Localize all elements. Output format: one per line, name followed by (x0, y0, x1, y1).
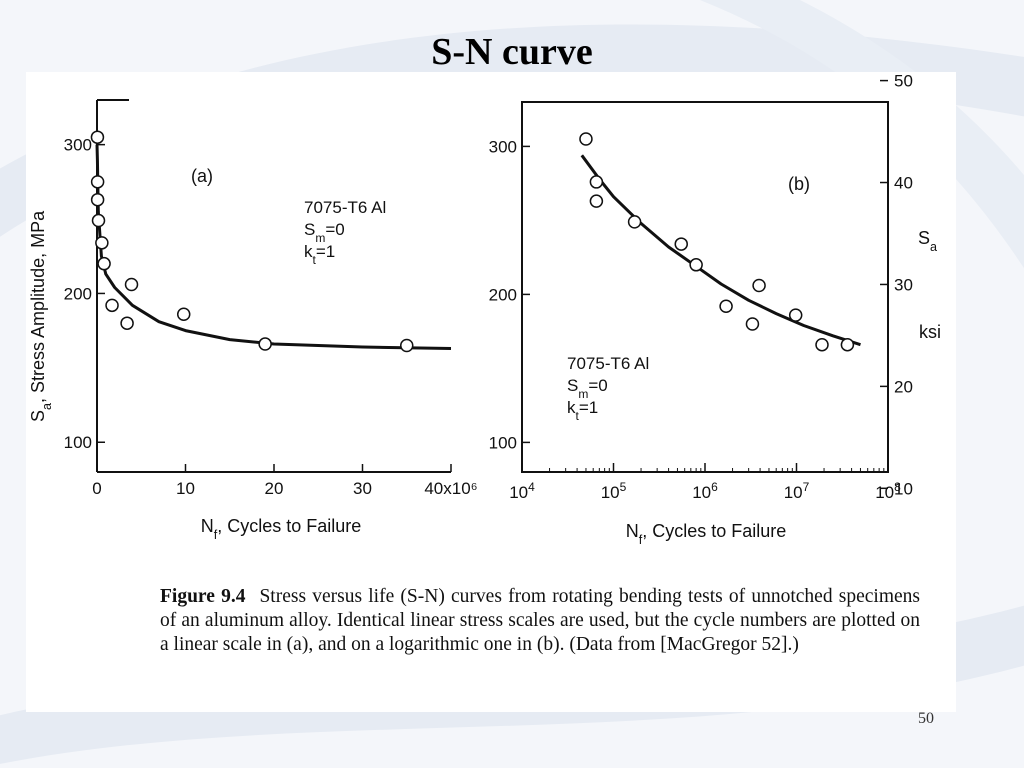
data-point-a-4 (95, 236, 109, 250)
x-tick-label-b-2: 106 (692, 480, 718, 502)
figure-panel: 100 200 300 0 10 20 30 40x10⁶ (a) 7075-T6 Al Sm=0 k… (26, 72, 956, 712)
x-tick-label-a-2: 20 (265, 479, 284, 498)
y2-axis-label-b: Sa (918, 228, 937, 254)
data-point-a-9 (176, 307, 191, 322)
caption-text: Stress versus life (S-N) curves from rot… (160, 586, 920, 655)
annotation-line-2: kt=1 (567, 398, 598, 423)
x-tick-label-b-3: 107 (784, 480, 810, 502)
y2-tick-label-b-1: 20 (894, 377, 913, 396)
x-tick-label-a-1: 10 (176, 479, 195, 498)
y2-tick-label-b-0: 10 (894, 479, 913, 498)
data-point-b-1 (589, 175, 604, 189)
data-point-b-10 (815, 337, 829, 352)
data-point-b-9 (788, 308, 803, 322)
data-point-a-6 (105, 298, 119, 313)
y-axis-label-a: Sa, Stress Amplitude, MPa (28, 210, 54, 422)
annotation-line-1: Sm=0 (304, 220, 345, 245)
panel-label-b: (b) (788, 174, 810, 194)
annotation-line-1: Sm=0 (567, 376, 608, 401)
data-point-b-5 (689, 258, 703, 272)
chart-a: 100 200 300 0 10 20 30 40x10⁶ (a) 7075-T6 Al Sm=0k… (28, 99, 478, 542)
data-point-a-7 (120, 316, 134, 330)
data-point-a-5 (97, 256, 111, 271)
y-tick-label-b-0: 100 (489, 433, 517, 452)
data-point-b-6 (719, 299, 733, 313)
x-tick-label-a-4: 40x10⁶ (424, 479, 477, 498)
x-tick-label-a-0: 0 (92, 479, 101, 498)
x-tick-label-a-3: 30 (353, 479, 372, 498)
x-axis-label-a: Nf, Cycles to Failure (201, 516, 362, 542)
y2-tick-label-b-2: 30 (894, 275, 913, 294)
data-point-a-8 (124, 277, 139, 292)
page-number: 50 (918, 710, 934, 727)
fit-curve-a (95, 144, 452, 350)
y-tick-label-b-2: 300 (489, 137, 517, 156)
y2-tick-label-b-4: 50 (894, 72, 913, 91)
data-point-a-1 (90, 175, 105, 189)
data-point-b-11 (840, 337, 855, 352)
slide-title: S-N curve (431, 31, 593, 73)
annotation-line-0: 7075-T6 Al (567, 354, 649, 373)
y-tick-label-b-1: 200 (489, 285, 517, 304)
data-point-a-3 (91, 213, 106, 228)
x-tick-label-b-1: 105 (601, 480, 627, 502)
x-tick-label-b-0: 104 (509, 480, 535, 502)
data-point-a-0 (90, 130, 105, 144)
annotation-line-0: 7075-T6 Al (304, 198, 386, 217)
data-point-b-7 (745, 317, 760, 331)
data-point-b-4 (674, 237, 688, 251)
y2-axis-unit-b: ksi (919, 322, 941, 342)
fit-curve-b (580, 154, 861, 347)
y-tick-label-a-0: 100 (64, 433, 92, 452)
x-tick-label-b-4: 108 (875, 480, 901, 502)
y-tick-label-a-1: 200 (64, 284, 92, 303)
data-point-b-8 (752, 278, 766, 293)
panel-label-a: (a) (191, 166, 213, 186)
y2-tick-label-b-3: 40 (894, 174, 913, 193)
chart-b: 104 105 106 107 108 100 200 300 10 20 30 40 50 (b) 707… (489, 72, 941, 547)
data-point-a-11 (400, 338, 414, 353)
data-point-a-10 (258, 337, 272, 351)
caption-label: Figure 9.4 (160, 586, 246, 607)
data-point-b-0 (579, 132, 593, 146)
annotation-line-2: kt=1 (304, 242, 335, 267)
data-point-a-2 (90, 192, 105, 207)
x-axis-label-b: Nf, Cycles to Failure (626, 521, 787, 547)
data-point-b-3 (627, 215, 642, 229)
data-point-b-2 (589, 194, 604, 208)
y-tick-label-a-2: 300 (64, 136, 92, 155)
figure-caption: Figure 9.4 Stress versus life (S-N) curve… (160, 585, 920, 657)
